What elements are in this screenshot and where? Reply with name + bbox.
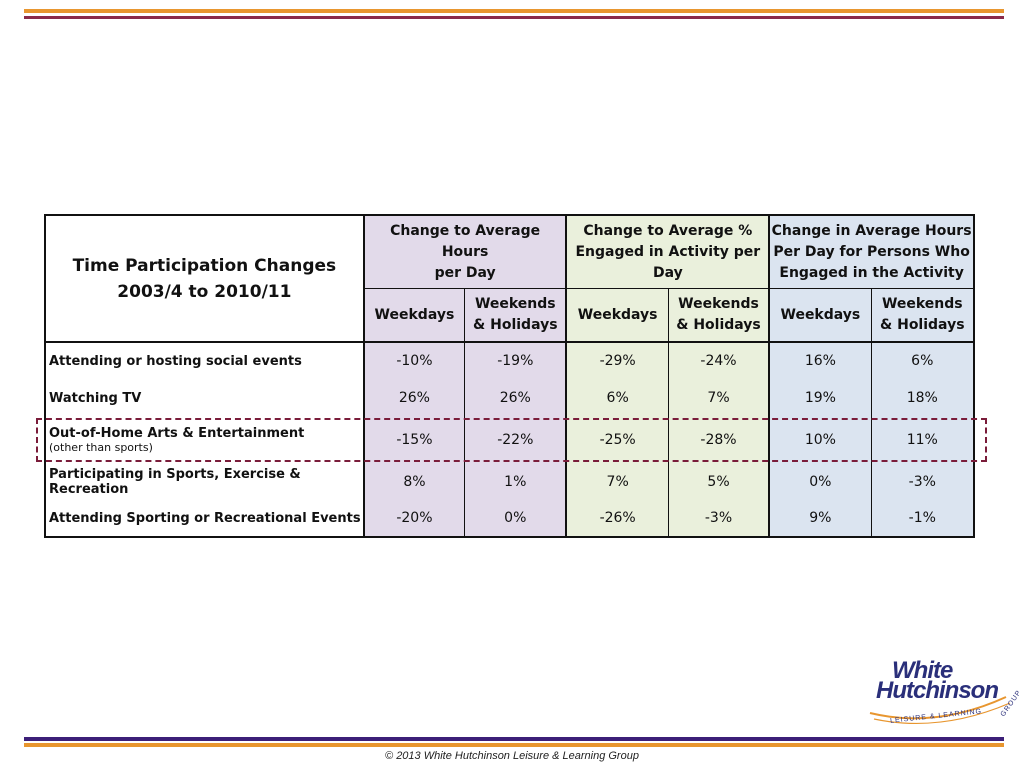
subheader-weekends-line2: & Holidays [473, 317, 558, 333]
table-title: Time Participation Changes 2003/4 to 201… [46, 253, 363, 305]
subheader-weekends-line1: Weekends [678, 296, 759, 312]
cell-value: -15% [363, 417, 465, 463]
logo-word-hutchinson: Hutchinson [876, 677, 999, 704]
cell-value: -20% [363, 500, 465, 538]
row-label-text: Participating in Sports, Exercise & Recr… [49, 466, 301, 497]
group-percent-line1: Change to Average % [583, 222, 753, 239]
row-label: Participating in Sports, Exercise & Recr… [44, 463, 365, 500]
subheader-weekdays-label: Weekdays [577, 306, 658, 323]
subheader-weekends-line1: Weekends [474, 296, 556, 312]
cell-value: -19% [464, 342, 568, 379]
row-label-text: Out-of-Home Arts & Entertainment [49, 426, 305, 441]
table-row: Participating in Sports, Exercise & Recr… [44, 463, 975, 500]
white-hutchinson-logo: White Hutchinson LEISURE & LEARNING GROU… [866, 657, 1023, 729]
copyright-footer: © 2013 White Hutchinson Leisure & Learni… [385, 750, 639, 762]
row-label: Attending Sporting or Recreational Event… [44, 500, 365, 538]
top-purple-rule [24, 16, 1004, 19]
group-header-percent: Change to Average % Engaged in Activity … [566, 214, 771, 289]
row-label-text: Watching TV [49, 390, 142, 406]
subheader-weekends: Weekends & Holidays [464, 288, 568, 343]
cell-value: 1% [464, 463, 568, 500]
group-hours-line2: per Day [434, 264, 496, 281]
cell-value: -10% [363, 342, 465, 379]
subheader-weekdays-label: Weekdays [780, 306, 861, 323]
bottom-purple-rule [24, 737, 1004, 741]
subheader-weekdays: Weekdays [566, 288, 669, 343]
top-orange-rule [24, 9, 1004, 13]
cell-value: 10% [769, 417, 872, 463]
group-header-hours: Change to Average Hours per Day [363, 214, 568, 289]
cell-value: 7% [667, 379, 771, 417]
cell-value: -3% [870, 463, 975, 500]
cell-value: 9% [769, 500, 872, 538]
cell-value: 26% [464, 379, 568, 417]
row-label: Attending or hosting social events [44, 342, 365, 379]
cell-value: 6% [566, 379, 669, 417]
cell-value: 0% [464, 500, 568, 538]
subheader-weekends: Weekends & Holidays [667, 288, 771, 343]
logo-swoosh-icon [869, 696, 1011, 725]
cell-value: 18% [870, 379, 975, 417]
row-label: Watching TV [44, 379, 365, 417]
logo-word-white: White [892, 657, 953, 684]
cell-value: -25% [566, 417, 669, 463]
subheader-weekends-line1: Weekends [881, 296, 963, 312]
subheader-weekends-line2: & Holidays [676, 317, 761, 333]
row-label-text: Attending or hosting social events [49, 353, 302, 369]
bottom-orange-rule [24, 743, 1004, 747]
subheader-weekdays: Weekdays [769, 288, 872, 343]
table-title-cell: Time Participation Changes 2003/4 to 201… [44, 214, 365, 343]
cell-value: -22% [464, 417, 568, 463]
cell-value: 19% [769, 379, 872, 417]
subheader-weekends: Weekends & Holidays [870, 288, 975, 343]
group-header-persons: Change in Average Hours Per Day for Pers… [769, 214, 975, 289]
subheader-weekdays-label: Weekdays [374, 306, 455, 323]
cell-value: -26% [566, 500, 669, 538]
group-percent-line2: Engaged in Activity per Day [575, 243, 761, 281]
cell-value: -24% [667, 342, 771, 379]
row-label-note: (other than sports) [49, 441, 153, 454]
participation-table: Time Participation Changes 2003/4 to 201… [44, 214, 975, 538]
group-persons-line3: Engaged in the Activity [779, 264, 964, 281]
table-row: Attending Sporting or Recreational Event… [44, 500, 975, 538]
table-title-line1: Time Participation Changes [72, 255, 337, 276]
cell-value: 6% [870, 342, 975, 379]
subheader-weekends-line2: & Holidays [880, 317, 965, 333]
cell-value: -29% [566, 342, 669, 379]
table-row: Out-of-Home Arts & Entertainment (other t… [44, 417, 975, 463]
table-row: Attending or hosting social events -10% … [44, 342, 975, 379]
subheader-weekdays: Weekdays [363, 288, 465, 343]
cell-value: 11% [870, 417, 975, 463]
table-row: Watching TV 26% 26% 6% 7% 19% 18% [44, 379, 975, 417]
row-label: Out-of-Home Arts & Entertainment (other t… [44, 417, 365, 463]
group-hours-line1: Change to Average Hours [390, 222, 541, 260]
cell-value: -1% [870, 500, 975, 538]
cell-value: 0% [769, 463, 872, 500]
cell-value: 16% [769, 342, 872, 379]
cell-value: 7% [566, 463, 669, 500]
cell-value: -28% [667, 417, 771, 463]
table-title-line2: 2003/4 to 2010/11 [117, 281, 292, 302]
cell-value: 8% [363, 463, 465, 500]
cell-value: 5% [667, 463, 771, 500]
row-label-text: Attending Sporting or Recreational Event… [49, 510, 361, 526]
cell-value: -3% [667, 500, 771, 538]
group-persons-line1: Change in Average Hours [771, 222, 972, 239]
cell-value: 26% [363, 379, 465, 417]
group-persons-line2: Per Day for Persons Who [773, 243, 970, 260]
